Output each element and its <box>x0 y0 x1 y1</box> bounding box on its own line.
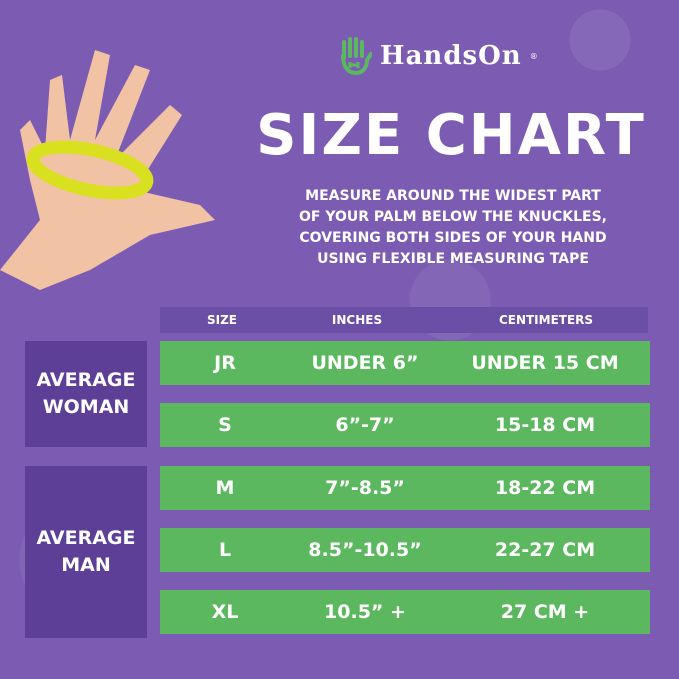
instruction-line: COVERING BOTH SIDES OF YOUR HAND <box>299 230 607 246</box>
instruction-line: MEASURE AROUND THE WIDEST PART <box>305 188 601 204</box>
size-cell: S <box>218 414 232 436</box>
cm-cell: 18-22 CM <box>494 477 596 499</box>
size-cell: XL <box>211 601 239 623</box>
brand-logo: HandsOn ® <box>338 36 538 76</box>
inches-cell: 7”-8.5” <box>325 477 405 499</box>
brand-name: HandsOn <box>380 41 522 71</box>
group-average-man: AVERAGE MAN <box>25 466 147 638</box>
page-title: SIZE CHART <box>256 103 646 168</box>
size-cell: M <box>215 477 235 499</box>
instructions: MEASURE AROUND THE WIDEST PART OF YOUR P… <box>248 186 658 270</box>
cm-cell: UNDER 15 CM <box>471 352 619 374</box>
hand-with-measuring-tape-image <box>0 50 215 290</box>
table-row: M 7”-8.5” 18-22 CM <box>160 466 650 510</box>
instruction-line: USING FLEXIBLE MEASURING TAPE <box>317 251 589 267</box>
cm-cell: 22-27 CM <box>494 539 596 561</box>
table-row: XL 10.5” + 27 CM + <box>160 590 650 634</box>
inches-cell: 8.5”-10.5” <box>308 539 422 561</box>
instruction-line: OF YOUR PALM BELOW THE KNUCKLES, <box>299 209 607 225</box>
table-row: L 8.5”-10.5” 22-27 CM <box>160 528 650 572</box>
inches-cell: 10.5” + <box>324 601 406 623</box>
header-size: SIZE <box>206 313 238 327</box>
table-row: JR UNDER 6” UNDER 15 CM <box>160 341 650 385</box>
inches-cell: 6”-7” <box>335 414 395 436</box>
header-centimeters: CENTIMETERS <box>498 313 594 327</box>
registered-mark: ® <box>529 51 538 61</box>
table-header: SIZE INCHES CENTIMETERS <box>160 307 648 333</box>
cm-cell: 27 CM + <box>500 601 590 623</box>
inches-cell: UNDER 6” <box>311 352 419 374</box>
hand-logo-icon <box>341 37 372 76</box>
cm-cell: 15-18 CM <box>494 414 596 436</box>
size-cell: L <box>218 539 232 561</box>
group-average-woman: AVERAGE WOMAN <box>25 341 147 447</box>
table-row: S 6”-7” 15-18 CM <box>160 403 650 447</box>
size-cell: JR <box>214 352 236 374</box>
header-inches: INCHES <box>331 313 383 327</box>
